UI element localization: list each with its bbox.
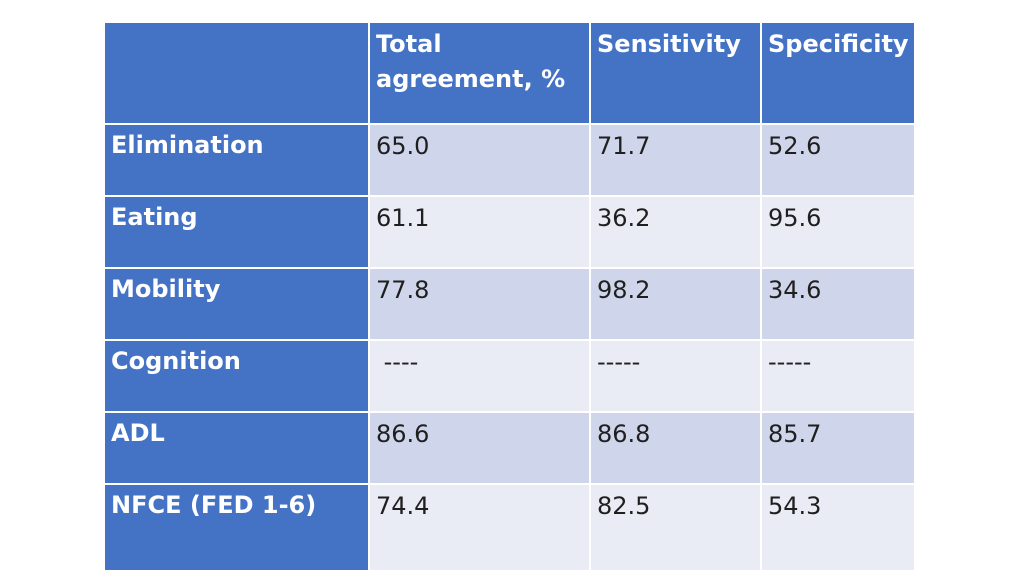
- sensitivity-value: 71.7: [589, 123, 762, 197]
- specificity-value: 34.6: [760, 267, 916, 341]
- sensitivity-value: -----: [589, 339, 762, 413]
- header-specificity: Specificity: [760, 21, 916, 125]
- sensitivity-value: 98.2: [589, 267, 762, 341]
- sensitivity-value: 36.2: [589, 195, 762, 269]
- total-agreement-value: 86.6: [368, 411, 591, 485]
- row-label: Eating: [103, 195, 370, 269]
- total-agreement-value: 61.1: [368, 195, 591, 269]
- table-header-row: Total agreement, % Sensitivity Specifici…: [103, 21, 916, 125]
- specificity-value: 95.6: [760, 195, 916, 269]
- row-label: Elimination: [103, 123, 370, 197]
- table-row: NFCE (FED 1-6) 74.4 82.5 54.3: [103, 483, 916, 572]
- header-sensitivity: Sensitivity: [589, 21, 762, 125]
- table-row: ADL 86.6 86.8 85.7: [103, 411, 916, 485]
- row-label: Cognition: [103, 339, 370, 413]
- row-label: Mobility: [103, 267, 370, 341]
- results-table: Total agreement, % Sensitivity Specifici…: [103, 21, 916, 572]
- specificity-value: 52.6: [760, 123, 916, 197]
- total-agreement-value: 65.0: [368, 123, 591, 197]
- header-cell-empty: [103, 21, 370, 125]
- header-total-agreement: Total agreement, %: [368, 21, 591, 125]
- row-label: NFCE (FED 1-6): [103, 483, 370, 572]
- row-label: ADL: [103, 411, 370, 485]
- table-row: Elimination 65.0 71.7 52.6: [103, 123, 916, 197]
- table-row: Cognition ---- ----- -----: [103, 339, 916, 413]
- total-agreement-value: ----: [368, 339, 591, 413]
- table-row: Mobility 77.8 98.2 34.6: [103, 267, 916, 341]
- specificity-value: 54.3: [760, 483, 916, 572]
- table-row: Eating 61.1 36.2 95.6: [103, 195, 916, 269]
- total-agreement-value: 77.8: [368, 267, 591, 341]
- sensitivity-value: 86.8: [589, 411, 762, 485]
- specificity-value: -----: [760, 339, 916, 413]
- specificity-value: 85.7: [760, 411, 916, 485]
- total-agreement-value: 74.4: [368, 483, 591, 572]
- sensitivity-value: 82.5: [589, 483, 762, 572]
